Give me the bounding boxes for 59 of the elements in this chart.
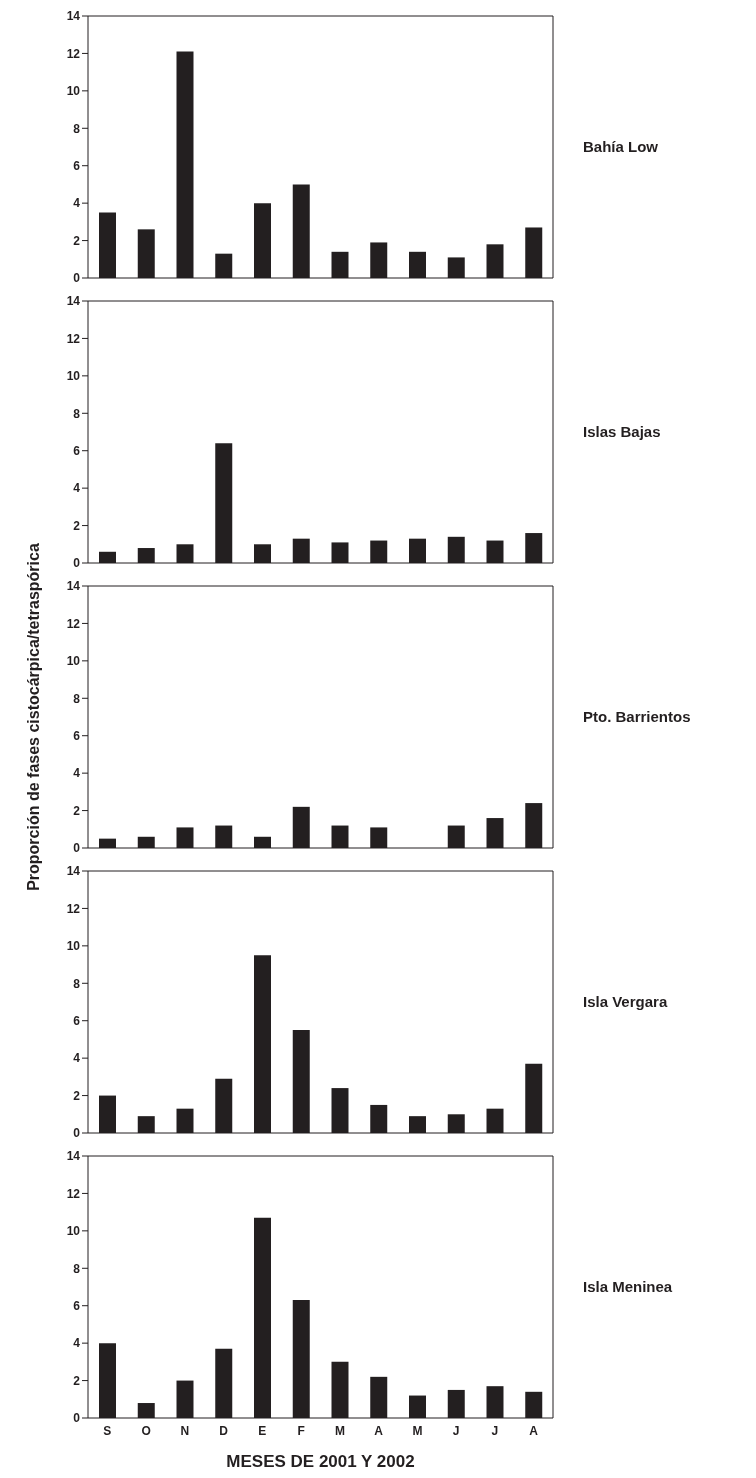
y-tick-label: 6 — [73, 1298, 81, 1313]
y-tick-label: 2 — [73, 518, 81, 533]
y-tick-label: 8 — [73, 1261, 81, 1276]
x-tick-label: D — [219, 1423, 229, 1438]
y-tick-label: 6 — [73, 443, 81, 458]
x-tick-label: A — [374, 1423, 384, 1438]
y-tick-label: 0 — [73, 841, 81, 856]
x-tick-label: S — [103, 1423, 112, 1438]
y-tick-label: 14 — [66, 1149, 81, 1164]
y-tick-label: 6 — [73, 158, 81, 173]
y-tick-label: 2 — [73, 233, 81, 248]
y-tick-label: 14 — [66, 9, 81, 24]
y-tick-label: 6 — [73, 728, 81, 743]
x-tick-label: O — [141, 1423, 151, 1438]
y-tick-label: 8 — [73, 121, 81, 136]
y-tick-label: 2 — [73, 803, 81, 818]
x-tick-label: J — [491, 1423, 499, 1438]
x-axis-title: MESES DE 2001 Y 2002 — [225, 1452, 416, 1472]
x-tick-label: E — [258, 1423, 267, 1438]
y-tick-label: 0 — [73, 1411, 81, 1426]
y-tick-label: 12 — [66, 901, 81, 916]
y-tick-label: 4 — [73, 766, 81, 781]
x-tick-label: A — [529, 1423, 539, 1438]
y-tick-label: 14 — [66, 294, 81, 309]
y-axis-title: Proporción de fases cistocárpica/tetraspórica — [25, 543, 43, 891]
y-tick-label: 10 — [66, 654, 81, 669]
text: Isla Vergara — [583, 993, 668, 1011]
y-tick-label: 10 — [66, 84, 81, 99]
y-tick-label: 4 — [73, 196, 81, 211]
y-tick-label: 10 — [66, 939, 81, 954]
y-tick-label: 12 — [66, 1186, 81, 1201]
y-tick-label: 8 — [73, 976, 81, 991]
text: Pto. Barrientos — [583, 708, 691, 726]
x-tick-label: N — [180, 1423, 190, 1438]
y-tick-label: 12 — [66, 46, 81, 61]
x-tick-label: J — [452, 1423, 460, 1438]
y-tick-label: 8 — [73, 691, 81, 706]
y-tick-label: 12 — [66, 616, 81, 631]
x-tick-label: M — [412, 1423, 423, 1438]
x-tick-label: M — [334, 1423, 345, 1438]
y-tick-label: 4 — [73, 1336, 81, 1351]
y-tick-label: 10 — [66, 1224, 81, 1239]
y-tick-label: 0 — [73, 1126, 81, 1141]
y-tick-label: 0 — [73, 556, 81, 571]
y-tick-label: 4 — [73, 481, 81, 496]
y-tick-label: 0 — [73, 271, 81, 286]
y-tick-label: 12 — [66, 331, 81, 346]
text: Bahía Low — [583, 138, 659, 156]
y-tick-label: 6 — [73, 1013, 81, 1028]
text: Isla Meninea — [583, 1278, 673, 1296]
y-tick-label: 2 — [73, 1088, 81, 1103]
y-tick-label: 2 — [73, 1373, 81, 1388]
y-tick-label: 8 — [73, 406, 81, 421]
y-tick-label: 14 — [66, 579, 81, 594]
y-tick-label: 10 — [66, 369, 81, 384]
y-tick-label: 14 — [66, 864, 81, 879]
x-tick-label: F — [297, 1423, 305, 1438]
text: Islas Bajas — [583, 423, 661, 441]
y-tick-label: 4 — [73, 1051, 81, 1066]
